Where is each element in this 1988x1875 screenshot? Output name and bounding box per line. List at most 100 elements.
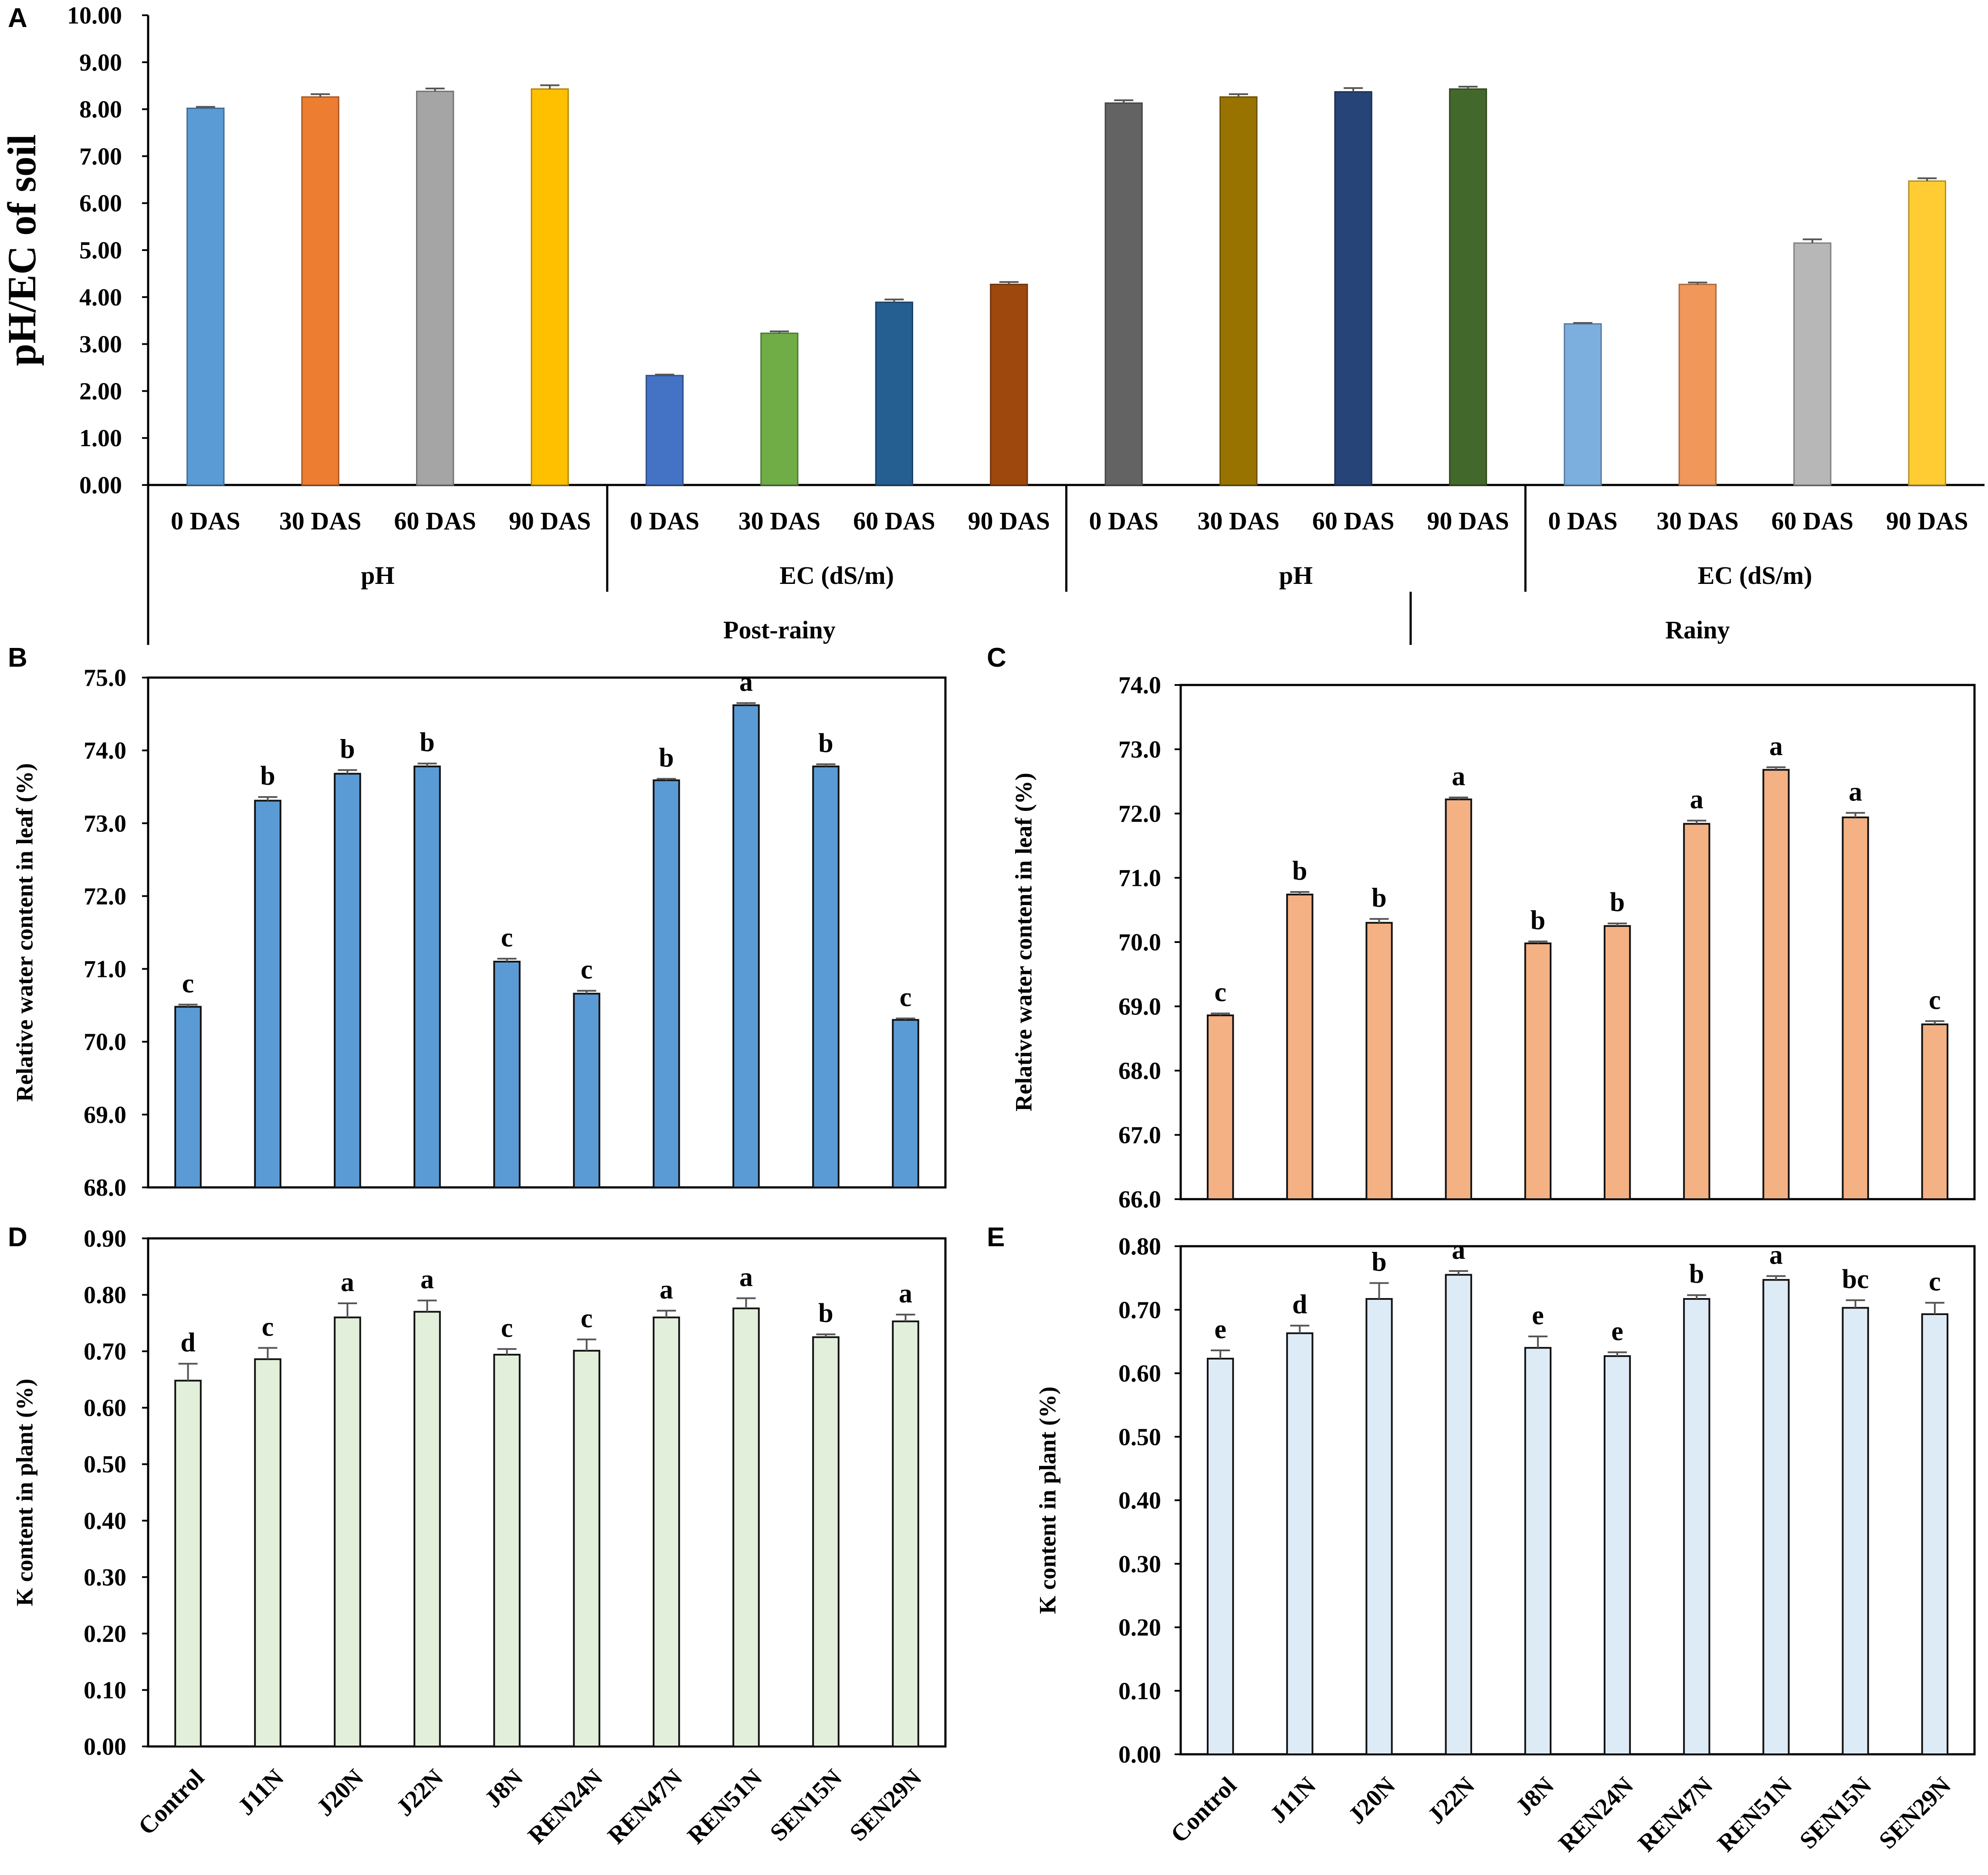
bar [1603,925,1631,1200]
x-category-label: 90 DAS [509,507,591,535]
significance-letter: b [818,1299,833,1328]
x-category-label: 90 DAS [1886,507,1968,535]
x-category-label: J11N [1265,1772,1321,1828]
bar [186,107,225,486]
y-tick-label: 0.80 [84,1282,126,1309]
x-category-label: REN47N [1633,1772,1718,1857]
bar [1793,242,1832,486]
x-category-label: J8N [480,1764,528,1813]
panel-b: B Relative water content in leaf (%) 68.0 6… [8,643,947,1201]
y-axis-label: Relative water content in leaf (%) [1010,773,1036,1111]
panel-letter: C [987,643,1006,673]
bar [1603,1355,1631,1755]
significance-letter: a [420,1265,434,1295]
y-tick-label: 75.0 [84,665,126,692]
y-tick-label: 6.00 [79,190,122,217]
bar [1524,942,1552,1200]
bar [1445,798,1472,1200]
significance-letter: a [1849,777,1862,807]
panel-e: E K content in plant (%) 0.00 0.10 0.20 0.30 0… [987,1222,1976,1857]
x-category-label: 90 DAS [968,507,1050,535]
bar [1286,1332,1314,1755]
y-tick-label: 72.0 [1118,800,1161,827]
x-category-label: 60 DAS [1312,507,1395,535]
y-tick-label: 3.00 [79,331,122,358]
bar [653,779,680,1188]
bar [1921,1023,1949,1200]
x-category-label: 30 DAS [279,507,362,535]
plot-frame [1179,1245,1976,1756]
x-category-label: Control [133,1764,210,1840]
bar [573,1349,600,1748]
y-tick-label: 4.00 [79,284,122,311]
significance-letter: c [262,1312,274,1342]
panel-letter: B [8,643,27,673]
panel-letter: E [987,1222,1005,1252]
bar [892,1019,919,1189]
bar [334,773,361,1188]
significance-letter: c [581,1304,593,1333]
bar [573,993,600,1188]
x-group-label: EC (dS/m) [1698,561,1812,590]
x-category-label: Control [1165,1772,1242,1848]
y-tick-label: 0.00 [84,1733,126,1760]
significance-letter: b [340,734,355,764]
y-tick-label: 68.0 [1118,1058,1161,1085]
panel-letter: D [8,1222,27,1252]
bar [990,284,1028,486]
significance-letter: b [659,743,674,773]
y-tick-label: 74.0 [1118,672,1161,699]
x-category-label: REN24N [523,1764,608,1849]
significance-letter: b [1689,1259,1704,1289]
significance-letter: b [1610,888,1625,917]
x-category-label: 30 DAS [1656,507,1739,535]
y-tick-label: 66.0 [1118,1186,1161,1213]
bar [1206,1357,1234,1756]
significance-letter: d [180,1328,195,1358]
bar [1524,1347,1552,1755]
y-tick-label: 0.80 [1118,1233,1161,1260]
y-tick-label: 0.60 [1118,1360,1161,1387]
y-tick-label: 71.0 [1118,865,1161,892]
y-tick-label: 69.0 [1118,993,1161,1021]
x-category-label: J8N [1510,1772,1559,1821]
bar [1449,88,1487,486]
bar [1365,1298,1393,1755]
bar [875,302,913,486]
y-tick-label: 0.70 [1118,1297,1161,1324]
y-tick-label: 0.00 [79,472,122,499]
y-tick-label: 0.00 [1118,1741,1161,1768]
y-tick-label: 0.60 [84,1395,126,1422]
significance-letter: d [1292,1290,1307,1319]
x-category-label: REN51N [682,1764,768,1849]
significance-letter: c [1929,1267,1941,1297]
bar [413,765,441,1188]
y-tick-label: 73.0 [1118,736,1161,763]
significance-letter: a [341,1268,354,1297]
plot-frame [1179,684,1976,1200]
bar [416,91,454,486]
y-tick-label: 70.0 [1118,929,1161,956]
x-category-label: 0 DAS [1089,507,1158,535]
bar [1564,323,1602,486]
x-category-label: 30 DAS [1197,507,1280,535]
bar [174,1006,202,1188]
significance-letter: e [1532,1301,1544,1330]
significance-letter: a [1769,1241,1783,1270]
bar [493,960,521,1189]
bar [1445,1274,1472,1755]
significance-letter: c [182,969,194,998]
significance-letter: c [581,955,593,985]
y-tick-label: 8.00 [79,96,122,123]
x-category-label: SEN15N [765,1764,847,1846]
y-tick-label: 71.0 [84,956,126,983]
bar [645,375,684,486]
x-category-label: J22N [391,1764,449,1821]
y-tick-label: 74.0 [84,737,126,764]
bar [1683,823,1710,1200]
significance-letter: a [1769,732,1783,761]
y-tick-label: 68.0 [84,1174,126,1201]
bar [1206,1014,1234,1200]
x-category-label: J22N [1422,1772,1480,1829]
